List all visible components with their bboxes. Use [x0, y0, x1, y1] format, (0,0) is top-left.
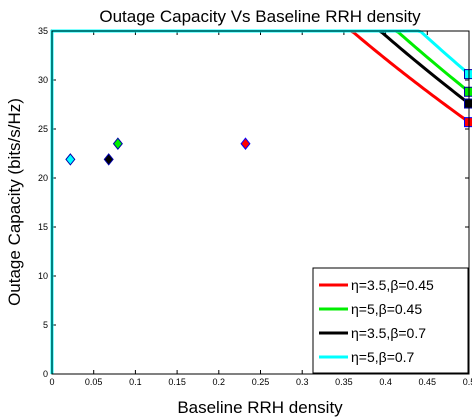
y-axis-label: Outage Capacity (bits/s/Hz) [5, 98, 24, 306]
diamond-marker [103, 153, 114, 166]
legend-label: η=5,β=0.45 [351, 301, 422, 317]
y-tick-label: 10 [38, 271, 48, 281]
y-tick-label: 30 [38, 75, 48, 85]
legend: η=3.5,β=0.45 η=5,β=0.45 η=3.5,β=0.7 η=5,β=0… [312, 267, 469, 374]
square-marker [464, 69, 472, 80]
diamond-marker [112, 137, 123, 151]
y-tick-label: 15 [38, 222, 48, 232]
square-marker [464, 98, 472, 109]
series-markers [65, 69, 472, 166]
y-tick-label: 25 [38, 124, 48, 134]
diamond-marker [240, 137, 251, 151]
diamond-marker [65, 153, 76, 166]
x-tick-label: 0.35 [335, 377, 353, 387]
square-marker [464, 86, 472, 97]
x-tick-label: 0.15 [168, 377, 186, 387]
x-tick-label: 0.1 [129, 377, 142, 387]
plot-frame [51, 30, 470, 375]
legend-label: η=5,β=0.7 [351, 349, 415, 365]
x-axis-label: Baseline RRH density [177, 398, 343, 417]
x-tick-label: 0 [49, 377, 54, 387]
y-tick-label: 0 [43, 369, 48, 379]
x-tick-label: 0.4 [379, 377, 392, 387]
chart-title: Outage Capacity Vs Baseline RRH density [99, 7, 421, 26]
x-tick-label: 0.25 [252, 377, 270, 387]
x-tick-label: 0.05 [85, 377, 103, 387]
y-tick-label: 35 [38, 26, 48, 36]
legend-label: η=3.5,β=0.45 [351, 277, 434, 293]
y-tick-label: 5 [43, 320, 48, 330]
legend-label: η=3.5,β=0.7 [351, 325, 426, 341]
x-tick-label: 0.45 [419, 377, 437, 387]
x-tick-label: 0.5 [463, 377, 472, 387]
x-tick-label: 0.3 [296, 377, 309, 387]
x-tick-label: 0.2 [213, 377, 226, 387]
y-tick-label: 20 [38, 173, 48, 183]
square-marker [464, 117, 472, 128]
